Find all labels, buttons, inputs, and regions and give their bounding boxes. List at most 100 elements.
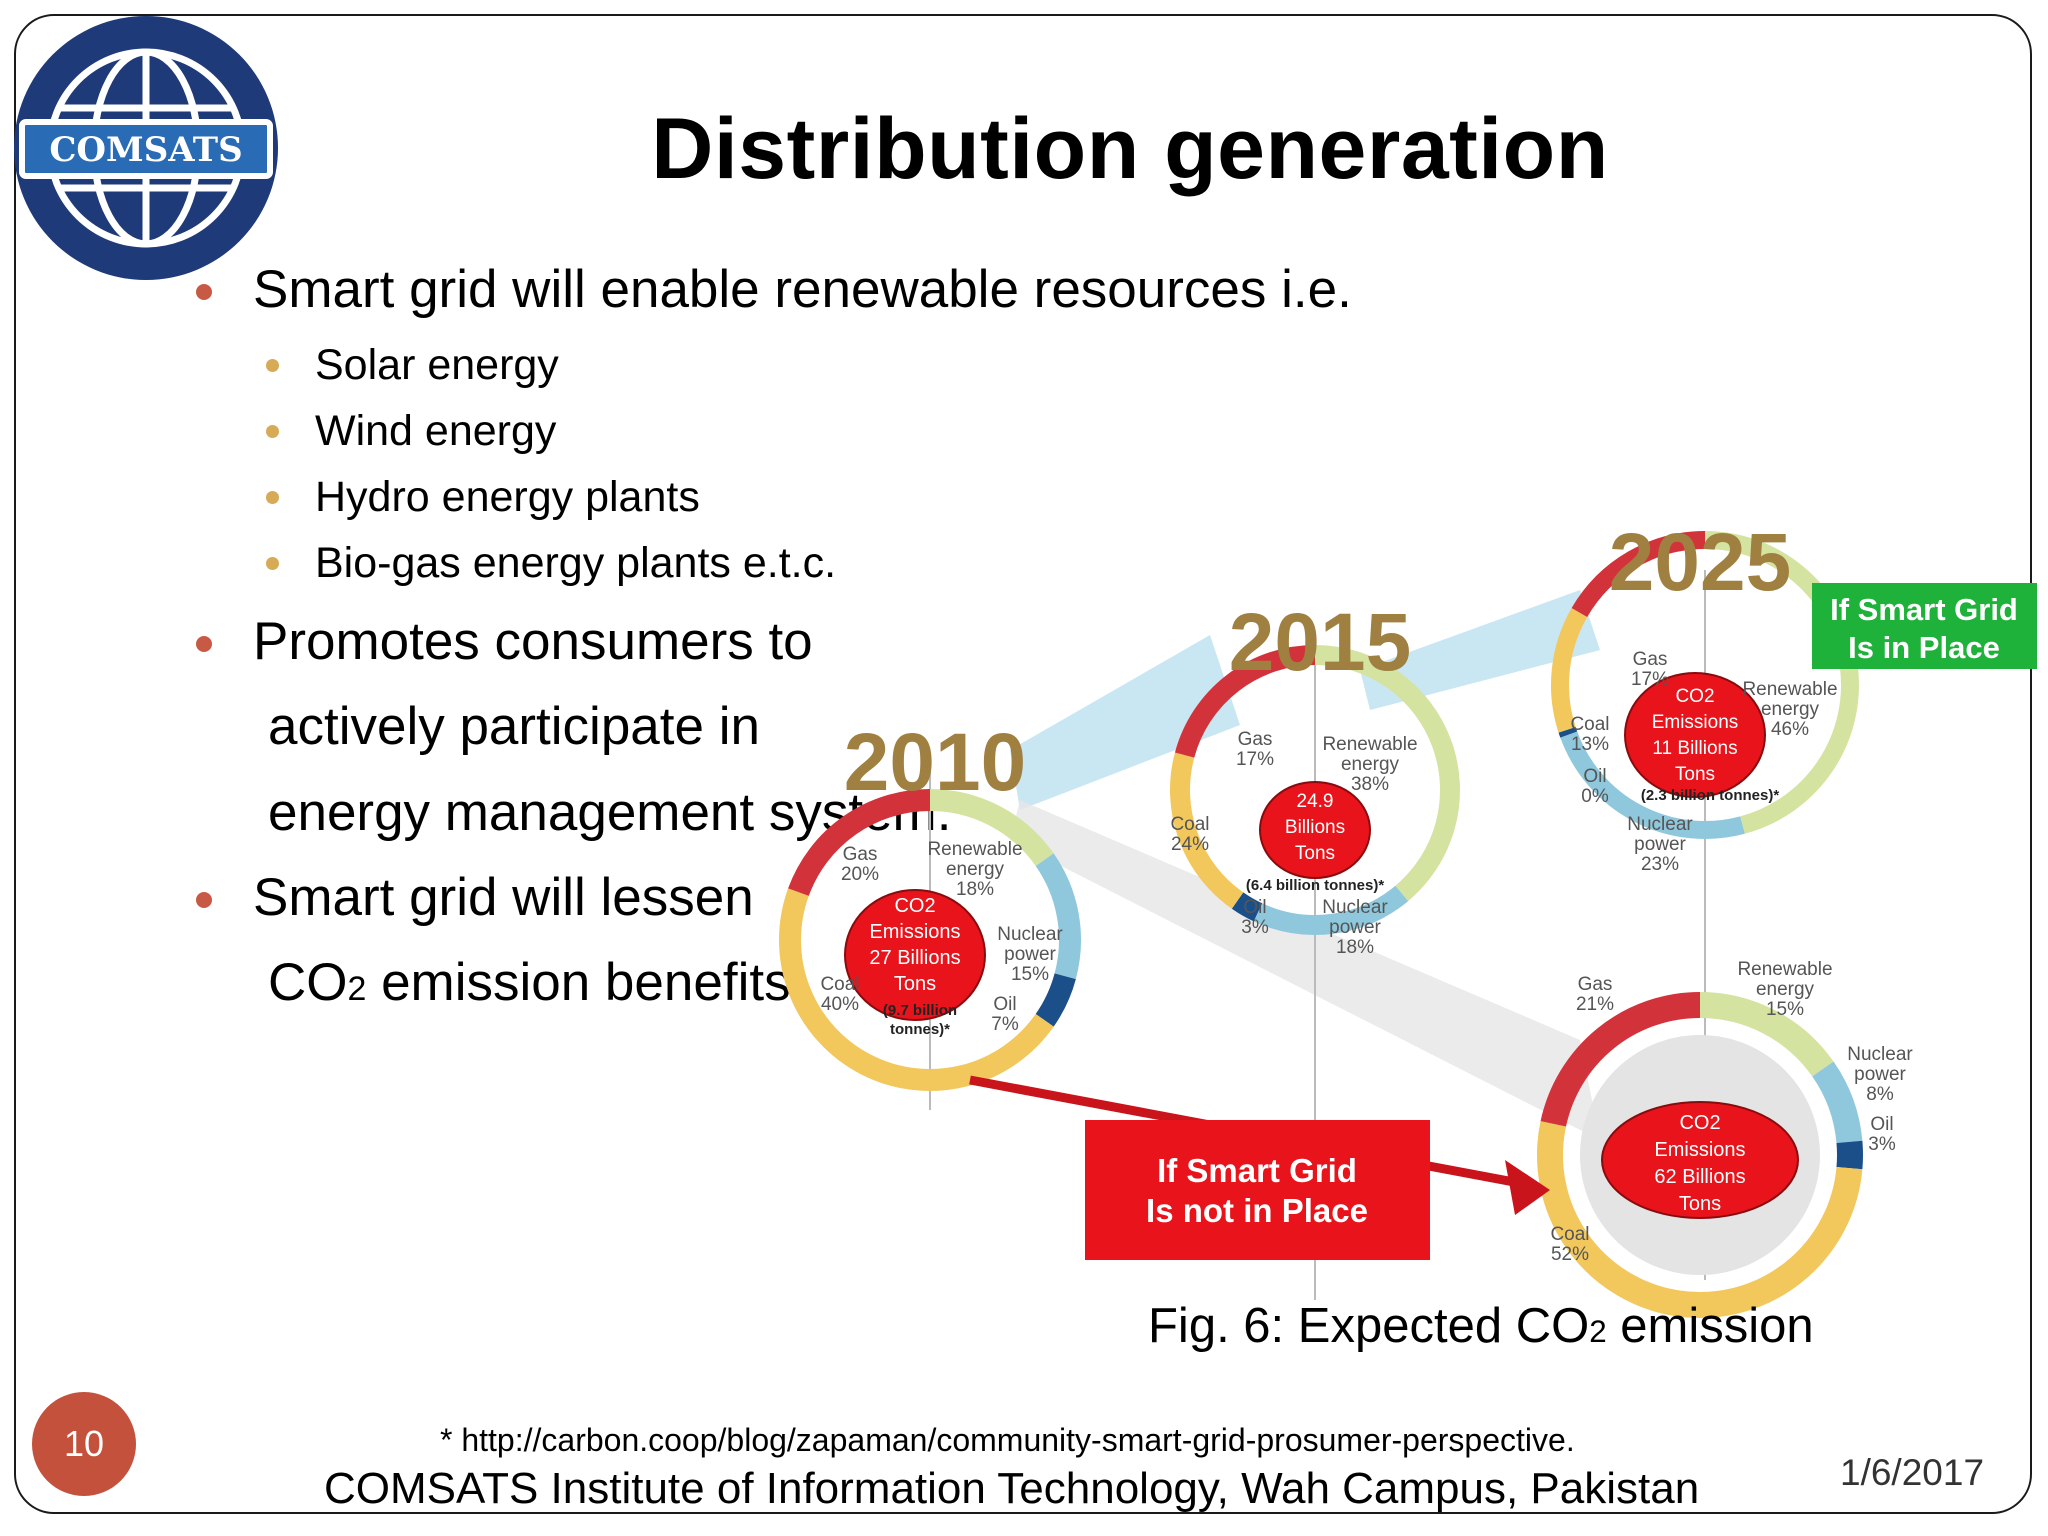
c2015-label-coal: 24% — [1171, 834, 1209, 855]
bullet-2: Promotes consumers to — [190, 600, 1490, 684]
c2025b-label-renewable: Renewable — [1737, 959, 1832, 980]
smart-grid-line-1: If Smart Grid — [1830, 592, 2018, 627]
c2010-note: tonnes)* — [890, 1021, 950, 1038]
c2010-label-coal: Coal — [820, 974, 859, 995]
c2025b-label-nuclear: Nuclear — [1847, 1044, 1913, 1065]
c2010-label-renewable: Renewable — [927, 839, 1022, 860]
connector-2015-2025 — [1360, 590, 1600, 710]
c2025b-label-coal: Coal — [1550, 1224, 1589, 1245]
c2010-label-nuclear: 15% — [1011, 964, 1049, 985]
no-smart-grid-line-2: Is not in Place — [1146, 1192, 1368, 1229]
c2010-label-oil: Oil — [993, 994, 1016, 1015]
c2015-center-text: 24.9 — [1297, 791, 1334, 812]
c2025b-label-nuclear: power — [1854, 1064, 1906, 1085]
c2010-note: (9.7 billion — [883, 1002, 957, 1019]
c2015-segment-nuclear — [1253, 885, 1409, 935]
c2015-segment-gas — [1174, 645, 1316, 758]
sub-bullet-solar: Solar energy — [190, 332, 1490, 398]
c2015-label-oil: Oil — [1243, 897, 1266, 918]
c2010-label-gas: Gas — [843, 844, 878, 865]
sub-bullet-biogas: Bio-gas energy plants e.t.c. — [190, 530, 1490, 596]
c2010-segment-renewable — [929, 789, 1054, 867]
c2025b-segment-nuclear — [1812, 1061, 1863, 1144]
slide-date: 1/6/2017 — [1840, 1452, 1985, 1493]
c2025b-label-gas: 21% — [1576, 994, 1614, 1015]
c2010-segment-oil — [1035, 973, 1076, 1027]
c2015-label-nuclear: 18% — [1336, 937, 1374, 958]
bullet-1: Smart grid will enable renewable resourc… — [190, 248, 1490, 332]
c2010-ring: CO2 Emissions 27 Billions Tons — [779, 789, 1081, 1091]
c2010-label-renewable: energy — [946, 859, 1005, 880]
c2010-segment-gas — [788, 789, 931, 897]
c2015-label-coal: Coal — [1170, 814, 1209, 835]
c2025b-segment-gas — [1540, 992, 1701, 1127]
c2015-label-renewable: energy — [1341, 754, 1400, 775]
c2025b-center-text: Tons — [1679, 1193, 1721, 1215]
c2025a-center-text: 11 Billions — [1652, 738, 1737, 759]
c2025a-label-gas: 17% — [1631, 669, 1669, 690]
c2025a-center — [1624, 672, 1766, 798]
c2010-label-gas: 20% — [841, 864, 879, 885]
c2015-label-nuclear: power — [1329, 917, 1381, 938]
c2010-segment-coal — [779, 888, 1054, 1091]
sub-bullet-wind: Wind energy — [190, 398, 1490, 464]
c2025a-label-renewable: energy — [1761, 699, 1820, 720]
c2025b-center-text: CO2 — [1679, 1112, 1720, 1134]
c2025b-label-renewable: 15% — [1766, 999, 1804, 1020]
c2025a-center-text: CO2 — [1675, 686, 1714, 707]
c2015-label-oil: 3% — [1241, 917, 1269, 938]
c2025a-label-coal: 13% — [1571, 734, 1609, 755]
c2025a-segment-coal — [1551, 608, 1588, 733]
c2025a-label-nuclear: 23% — [1641, 854, 1679, 875]
bullet-3: Smart grid will lessen — [190, 856, 1490, 940]
c2025a-label-gas: Gas — [1633, 649, 1668, 670]
c2025a-label-nuclear: Nuclear — [1627, 814, 1693, 835]
bullet-2-line-2: actively participate in — [268, 697, 760, 756]
c2025b-label-oil: Oil — [1870, 1114, 1893, 1135]
slide-number: 10 — [32, 1392, 136, 1496]
c2010-label-nuclear: power — [1004, 944, 1056, 965]
c2025b-center-text: Emissions — [1654, 1139, 1745, 1161]
c2015-center-text: Tons — [1295, 843, 1335, 864]
c2025b-label-coal: 52% — [1551, 1244, 1589, 1265]
footer-institution: COMSATS Institute of Information Technol… — [324, 1464, 1700, 1513]
c2025a-label-oil: 0% — [1581, 786, 1609, 807]
c2010-center-text: Tons — [894, 973, 936, 995]
smart-grid-line-2: Is in Place — [1848, 630, 2000, 665]
c2010-label-nuclear: Nuclear — [997, 924, 1063, 945]
logo-text: COMSATS — [49, 130, 242, 170]
c2025a-label-coal: Coal — [1570, 714, 1609, 735]
c2025a-center-text: Emissions — [1652, 712, 1739, 733]
year-2025-label: 2025 — [1609, 520, 1791, 608]
c2010-label-coal: 40% — [821, 994, 859, 1015]
c2015-center-text: Billions — [1285, 817, 1345, 838]
co2-emission-figure: CO2 Emissions 27 Billions Tons 24.9 Billions T… — [779, 520, 2037, 1318]
c2025b-label-nuclear: 8% — [1866, 1084, 1894, 1105]
c2025a-label-nuclear: power — [1634, 834, 1686, 855]
co-subscript: 2 — [347, 970, 367, 1008]
comsats-logo: COMSATS — [14, 16, 278, 280]
bullet-3-line-2: CO2 emission benefits. — [190, 940, 1490, 1032]
c2015-ring: 24.9 Billions Tons — [1170, 645, 1460, 935]
figure-caption: Fig. 6: Expected CO2 emission — [1148, 1298, 1814, 1354]
no-smart-grid-badge — [1085, 1120, 1430, 1260]
c2025b-label-oil: 3% — [1868, 1134, 1896, 1155]
c2015-center — [1259, 781, 1371, 879]
smart-grid-badge — [1812, 583, 2037, 669]
c2010-segment-nuclear — [1035, 853, 1081, 980]
c2025b-segment-renewable — [1699, 992, 1834, 1077]
c2015-note: (6.4 billion tonnes)* — [1246, 877, 1385, 894]
sub-bullet-hydro: Hydro energy plants — [190, 464, 1490, 530]
c2010-label-renewable: 18% — [956, 879, 994, 900]
c2010-center-text: Emissions — [869, 921, 960, 943]
year-2015-label: 2015 — [1229, 597, 1411, 688]
c2025b-segment-oil — [1836, 1140, 1863, 1170]
c2025b-center-text: 62 Billions — [1654, 1166, 1745, 1188]
emission-benefits-text: emission benefits. — [366, 953, 806, 1012]
source-reference: * http://carbon.coop/blog/zapaman/commun… — [440, 1422, 1575, 1458]
c2015-segment-oil — [1231, 892, 1263, 922]
c2025a-label-renewable: 46% — [1771, 719, 1809, 740]
c2015-segment-renewable — [1314, 645, 1460, 902]
c2025b-segment-coal — [1537, 1121, 1863, 1318]
c2025a-center-text: Tons — [1675, 764, 1715, 785]
